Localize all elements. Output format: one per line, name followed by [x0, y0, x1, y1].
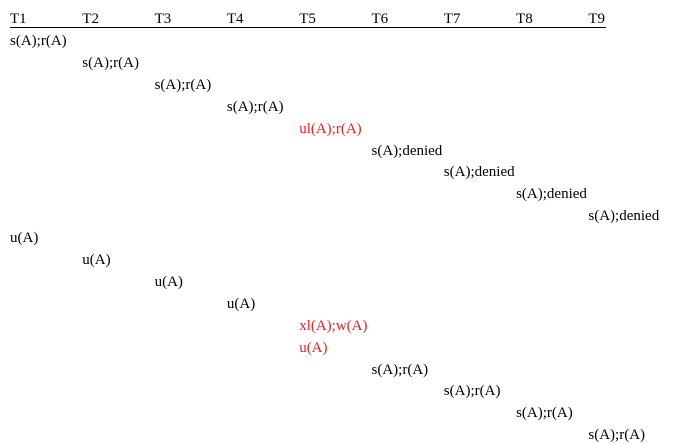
schedule-operation-t6: s(A);r(A): [371, 361, 429, 378]
column-header-t1: T1: [10, 11, 27, 27]
schedule-operation-t2: s(A);r(A): [82, 54, 139, 71]
schedule-operation-t8: s(A);denied: [516, 186, 587, 203]
column-header-t6: T6: [371, 11, 389, 27]
schedule-operation-t9: s(A);denied: [588, 208, 660, 225]
column-header-t4: T4: [226, 11, 244, 27]
schedule-header: T1 T2 T3 T4 T5 T6 T7 T8 T9: [0, 0, 681, 30]
schedule-operation-t8: s(A);r(A): [516, 405, 573, 422]
schedule-operation-t2: u(A): [82, 252, 111, 268]
schedule-operation-t6: s(A);denied: [371, 142, 443, 159]
header-underline: [10, 27, 606, 28]
schedule-operation-t5: ul(A);r(A): [299, 120, 362, 137]
schedule-operation-t4: s(A);r(A): [226, 98, 284, 115]
schedule-operation-t3: s(A);r(A): [154, 76, 212, 93]
schedule-operation-t5: xl(A);w(A): [299, 317, 368, 334]
schedule-operation-t3: u(A): [154, 273, 183, 290]
schedule-operation-t4: u(A): [226, 295, 256, 312]
schedule-operation-t1: s(A);r(A): [10, 33, 67, 49]
schedule-operation-t9: s(A);r(A): [588, 427, 646, 444]
column-header-t9: T9: [588, 11, 606, 27]
schedule-operation-t1: u(A): [10, 230, 39, 247]
schedule-operation-t7: s(A);r(A): [443, 383, 501, 400]
column-header-t8: T8: [516, 11, 533, 27]
column-header-t3: T3: [154, 11, 172, 27]
schedule-operation-t7: s(A);denied: [443, 164, 515, 181]
schedule-operation-t5: u(A): [299, 339, 328, 356]
column-header-t5: T5: [299, 11, 316, 27]
column-header-t2: T2: [82, 11, 99, 27]
column-header-t7: T7: [443, 11, 461, 27]
